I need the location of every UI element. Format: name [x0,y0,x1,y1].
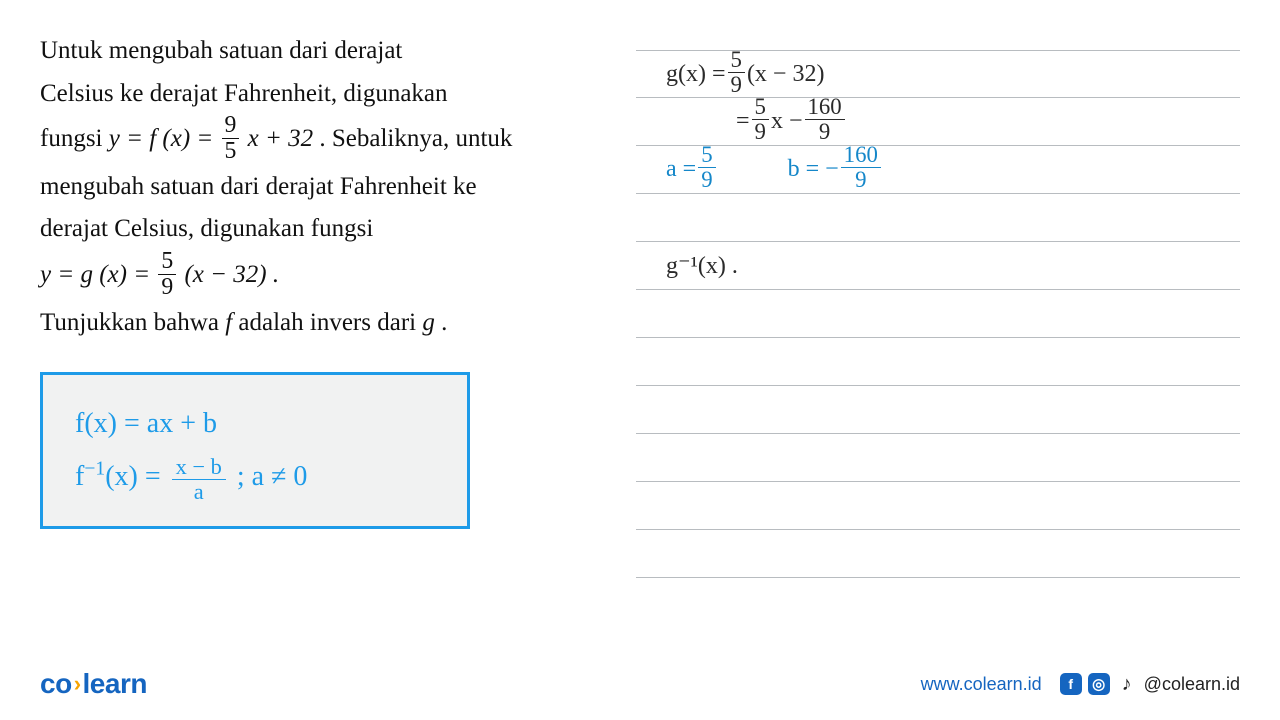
text: = [736,108,750,135]
superscript: −1 [84,459,105,480]
footer: co›learn www.colearn.id f ◎ ♪ @colearn.i… [0,660,1280,720]
brand-logo: co›learn [40,668,147,700]
eq-rhs: x + 32 [248,125,313,152]
problem-line-7: Tunjukkan bahwa f adalah invers dari g . [40,302,596,345]
lhs: f [75,461,84,492]
hw-line-1: g(x) = 5 9 (x − 32) [636,50,1240,98]
den: 9 [728,73,745,97]
facebook-icon: f [1060,673,1082,695]
numerator: 9 [222,113,240,139]
eq-lhs: y = g (x) = [40,261,156,288]
var-g: g [422,309,435,336]
instagram-icon: ◎ [1088,673,1110,695]
fraction-xb-a: x − b a [172,455,226,503]
text: Tunjukkan bahwa [40,309,225,336]
eq-rhs: (x − 32) . [184,261,279,288]
problem-line-5: derajat Celsius, digunakan fungsi [40,208,596,251]
hw-line-blank [636,290,1240,338]
numerator: 5 [158,249,176,275]
fraction-9-5: 9 5 [222,113,240,164]
fraction-5-9: 5 9 [158,249,176,300]
frac: 160 9 [805,95,845,144]
eq-lhs: y = f (x) = [109,125,220,152]
text: . Sebaliknya, untuk [319,125,512,152]
formula-row-1: f(x) = ax + b [75,397,435,450]
text: x − [771,108,803,135]
hw-line-4: g⁻¹(x) . [636,242,1240,290]
footer-right: www.colearn.id f ◎ ♪ @colearn.id [921,673,1240,695]
text: g(x) = [666,61,726,88]
problem-line-1: Untuk mengubah satuan dari derajat [40,30,596,73]
hw-line-3: a = 5 9 b = − 160 9 [636,146,1240,194]
num: 160 [841,143,881,168]
text: a = [666,156,696,183]
problem-line-6: y = g (x) = 5 9 (x − 32) . [40,251,596,302]
num: 5 [728,48,745,73]
text: b = − [788,156,839,183]
logo-separator-icon: › [74,671,81,696]
tiktok-icon: ♪ [1116,673,1138,695]
frac: 5 9 [698,143,715,192]
hw-line-blank [636,482,1240,530]
text: (x − 32) [747,61,825,88]
formula-row-2: f−1(x) = x − b a ; a ≠ 0 [75,450,435,503]
mid: (x) = [105,461,167,492]
problem-line-4: mengubah satuan dari derajat Fahrenheit … [40,166,596,209]
num: 5 [752,95,769,120]
frac: 5 9 [728,48,745,97]
hw-line-blank [636,194,1240,242]
hw-line-blank [636,386,1240,434]
denominator: 5 [222,139,240,164]
problem-panel: Untuk mengubah satuan dari derajat Celsi… [40,30,616,640]
text: . [441,309,447,336]
problem-line-2: Celsius ke derajat Fahrenheit, digunakan [40,73,596,116]
denominator: a [172,480,226,504]
numerator: x − b [172,455,226,480]
frac: 5 9 [752,95,769,144]
logo-part-b: learn [83,668,147,699]
text: g⁻¹(x) . [666,251,738,280]
frac: 160 9 [841,143,881,192]
text: fungsi [40,125,109,152]
social-icons: f ◎ ♪ @colearn.id [1060,673,1240,695]
denominator: 9 [158,275,176,300]
logo-part-a: co [40,668,72,699]
hw-line-2: = 5 9 x − 160 9 [636,98,1240,146]
den: 9 [752,120,769,144]
hw-line-blank [636,434,1240,482]
problem-text: Untuk mengubah satuan dari derajat Celsi… [40,30,596,344]
hw-line-blank [636,338,1240,386]
main-content: Untuk mengubah satuan dari derajat Celsi… [0,0,1280,640]
text: adalah invers dari [238,309,422,336]
tail: ; a ≠ 0 [237,461,308,492]
handwriting-panel: g(x) = 5 9 (x − 32) = 5 9 x − 160 9 a = … [616,30,1240,640]
social-handle: @colearn.id [1144,674,1240,695]
den: 9 [805,120,845,144]
formula-box: f(x) = ax + b f−1(x) = x − b a ; a ≠ 0 [40,372,470,528]
problem-line-3: fungsi y = f (x) = 9 5 x + 32 . Sebalikn… [40,115,596,166]
hw-line-blank [636,530,1240,578]
num: 5 [698,143,715,168]
website-url: www.colearn.id [921,674,1042,695]
var-f: f [225,309,238,336]
den: 9 [698,168,715,192]
num: 160 [805,95,845,120]
den: 9 [841,168,881,192]
